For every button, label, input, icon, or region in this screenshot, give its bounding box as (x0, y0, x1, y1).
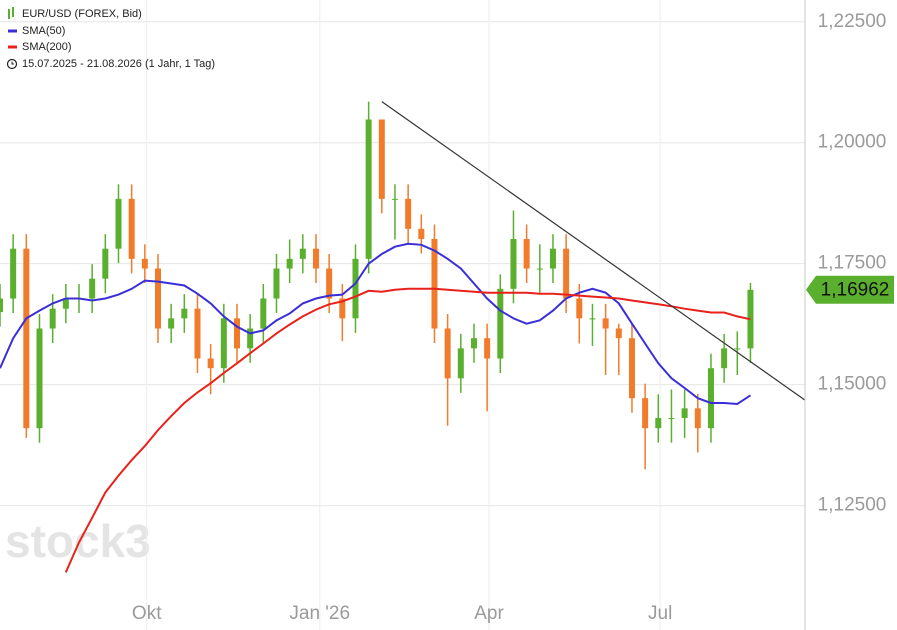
candle-body (89, 278, 96, 299)
y-tick-label: 1,15000 (818, 374, 887, 395)
candle-body (49, 308, 56, 329)
candle-body (286, 258, 293, 269)
candle-body (168, 318, 175, 329)
candle-body (378, 119, 385, 199)
candle-body (115, 198, 122, 249)
trend-line (381, 101, 806, 401)
candle-body (510, 239, 517, 289)
candle-body (207, 358, 214, 369)
sma-line (64, 287, 751, 573)
candle-body (154, 268, 161, 329)
candle-body (326, 268, 333, 299)
candle-body (62, 298, 69, 309)
candle-body (523, 239, 530, 269)
candle-body (497, 288, 504, 359)
candle-body (615, 328, 622, 339)
candle-body (602, 318, 609, 329)
candle-body (233, 318, 240, 349)
candle-body (181, 308, 188, 319)
candle-body (365, 119, 372, 259)
clock-icon (6, 58, 18, 70)
candle-body (312, 248, 319, 269)
candle-body (549, 248, 556, 269)
x-tick-label: Okt (132, 603, 162, 624)
watermark: stock3 (5, 515, 151, 567)
legend-icon (12, 7, 14, 17)
candle-body (128, 198, 135, 259)
y-tick-label: 1,12500 (818, 495, 887, 516)
candle-body (628, 338, 635, 399)
candle-body (260, 298, 267, 329)
candle-body (734, 348, 741, 350)
candle-body (470, 338, 477, 349)
candle-body (576, 298, 583, 319)
candle-body (23, 248, 30, 429)
clock-icon (11, 61, 14, 65)
x-tick-label: Apr (474, 603, 504, 624)
candle-body (141, 258, 148, 269)
candle-body (36, 328, 43, 429)
candle-body (721, 348, 728, 369)
candle-body (589, 318, 596, 320)
candle-body (668, 418, 675, 420)
candle-body (694, 408, 701, 429)
legend-entry: SMA(50) (22, 25, 65, 37)
candle-body (707, 368, 714, 429)
candle-body (247, 328, 254, 349)
candle-body (536, 268, 543, 270)
candle-body (405, 198, 412, 229)
y-tick-label: 1,20000 (818, 132, 887, 153)
candle-body (418, 228, 425, 240)
candle-body (484, 338, 491, 359)
candle-body (642, 398, 649, 429)
x-tick-label: Jul (648, 603, 672, 624)
legend: EUR/USD (FOREX, Bid) SMA(50) SMA(200) 15… (6, 7, 215, 70)
candle-body (0, 298, 3, 313)
candle-body (273, 268, 280, 299)
candle-body (444, 328, 451, 379)
candle-body (10, 248, 17, 299)
x-tick-label: Jan '26 (289, 603, 350, 624)
last-price-label: 1,16962 (821, 280, 890, 301)
candle-body (431, 239, 438, 329)
last-price-box (806, 275, 894, 304)
candle-body (655, 418, 662, 429)
candle-body (391, 198, 398, 200)
subtitle: 15.07.2025 - 21.08.2026 (1 Jahr, 1 Tag) (22, 58, 215, 70)
candle-body (194, 308, 201, 359)
y-tick-label: 1,22500 (818, 11, 887, 32)
sma-line (0, 242, 752, 406)
candle-body (457, 348, 464, 379)
legend-icon (8, 9, 10, 19)
legend-title: EUR/USD (FOREX, Bid) (22, 8, 142, 20)
candle-body (563, 248, 570, 299)
candle-body (299, 248, 306, 259)
candle-body (339, 298, 346, 319)
candle-body (681, 408, 688, 419)
candle-body (102, 248, 109, 279)
candle-body (352, 258, 359, 319)
legend-entry: SMA(200) (22, 41, 72, 53)
y-tick-label: 1,17500 (818, 253, 887, 274)
candle-body (220, 318, 227, 369)
